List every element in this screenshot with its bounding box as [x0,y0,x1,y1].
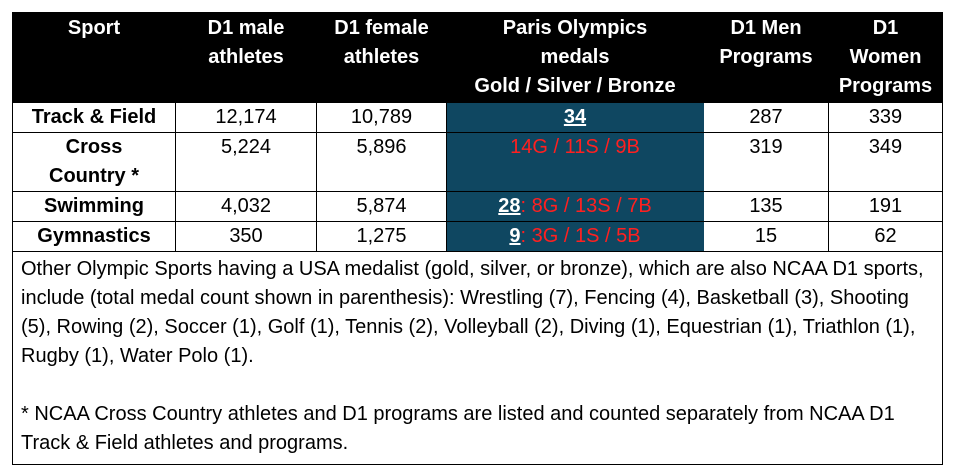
male-athletes-cell: 12,174 [175,102,317,133]
medal-breakdown: 14G / 11S / 9B [510,136,640,158]
notes-paragraph-cross-country: * NCAA Cross Country athletes and D1 pro… [21,403,895,454]
sport-cell: Track & Field [12,102,176,133]
sport-cell: Swimming [12,191,176,222]
header-paris-medals: Paris Olympics medals Gold / Silver / Bron… [446,12,704,103]
male-athletes-cell: 350 [175,221,317,252]
header-row: Sport D1 male athletes D1 female athletes … [12,12,943,103]
female-athletes-cell: 5,896 [316,132,447,192]
sport-cell: Gymnastics [12,221,176,252]
medal-breakdown: : 8G / 13S / 7B [520,195,652,217]
header-d1-women-programs: D1 Women Programs [828,12,943,103]
male-athletes-cell: 5,224 [175,132,317,192]
table-row-cross-country: Cross Country * 5,224 5,896 14G / 11S / 9… [12,132,943,192]
women-programs-cell: 349 [828,132,943,192]
medal-cell: 34 [446,102,704,133]
men-programs-cell: 319 [703,132,829,192]
women-programs-cell: 62 [828,221,943,252]
men-programs-cell: 135 [703,191,829,222]
olympics-ncaa-table: Sport D1 male athletes D1 female athletes … [12,12,943,465]
men-programs-cell: 15 [703,221,829,252]
medal-cell: 28: 8G / 13S / 7B [446,191,704,222]
men-programs-cell: 287 [703,102,829,133]
table-row-swimming: Swimming 4,032 5,874 28: 8G / 13S / 7B 1… [12,191,943,222]
female-athletes-cell: 1,275 [316,221,447,252]
header-d1-female-athletes: D1 female athletes [316,12,447,103]
medal-cell: 14G / 11S / 9B [446,132,704,192]
header-d1-men-programs: D1 Men Programs [703,12,829,103]
header-sport: Sport [12,12,176,103]
olympics-ncaa-table-container: Sport D1 male athletes D1 female athletes … [12,12,943,465]
sport-cell: Cross Country * [12,132,176,192]
table-row-gymnastics: Gymnastics 350 1,275 9: 3G / 1S / 5B 15 … [12,221,943,252]
women-programs-cell: 339 [828,102,943,133]
notes-row: Other Olympic Sports having a USA medali… [12,251,943,465]
women-programs-cell: 191 [828,191,943,222]
male-athletes-cell: 4,032 [175,191,317,222]
header-d1-male-athletes: D1 male athletes [175,12,317,103]
medal-cell: 9: 3G / 1S / 5B [446,221,704,252]
notes-cell: Other Olympic Sports having a USA medali… [12,251,943,465]
notes-paragraph-other-sports: Other Olympic Sports having a USA medali… [21,258,924,367]
medal-total: 34 [563,106,587,128]
female-athletes-cell: 10,789 [316,102,447,133]
medal-total: 28 [498,195,521,217]
medal-total: 9 [509,225,521,247]
table-row-track-field: Track & Field 12,174 10,789 34 287 339 [12,102,943,133]
female-athletes-cell: 5,874 [316,191,447,222]
notes-spacer [21,371,934,400]
medal-breakdown: : 3G / 1S / 5B [520,225,641,247]
